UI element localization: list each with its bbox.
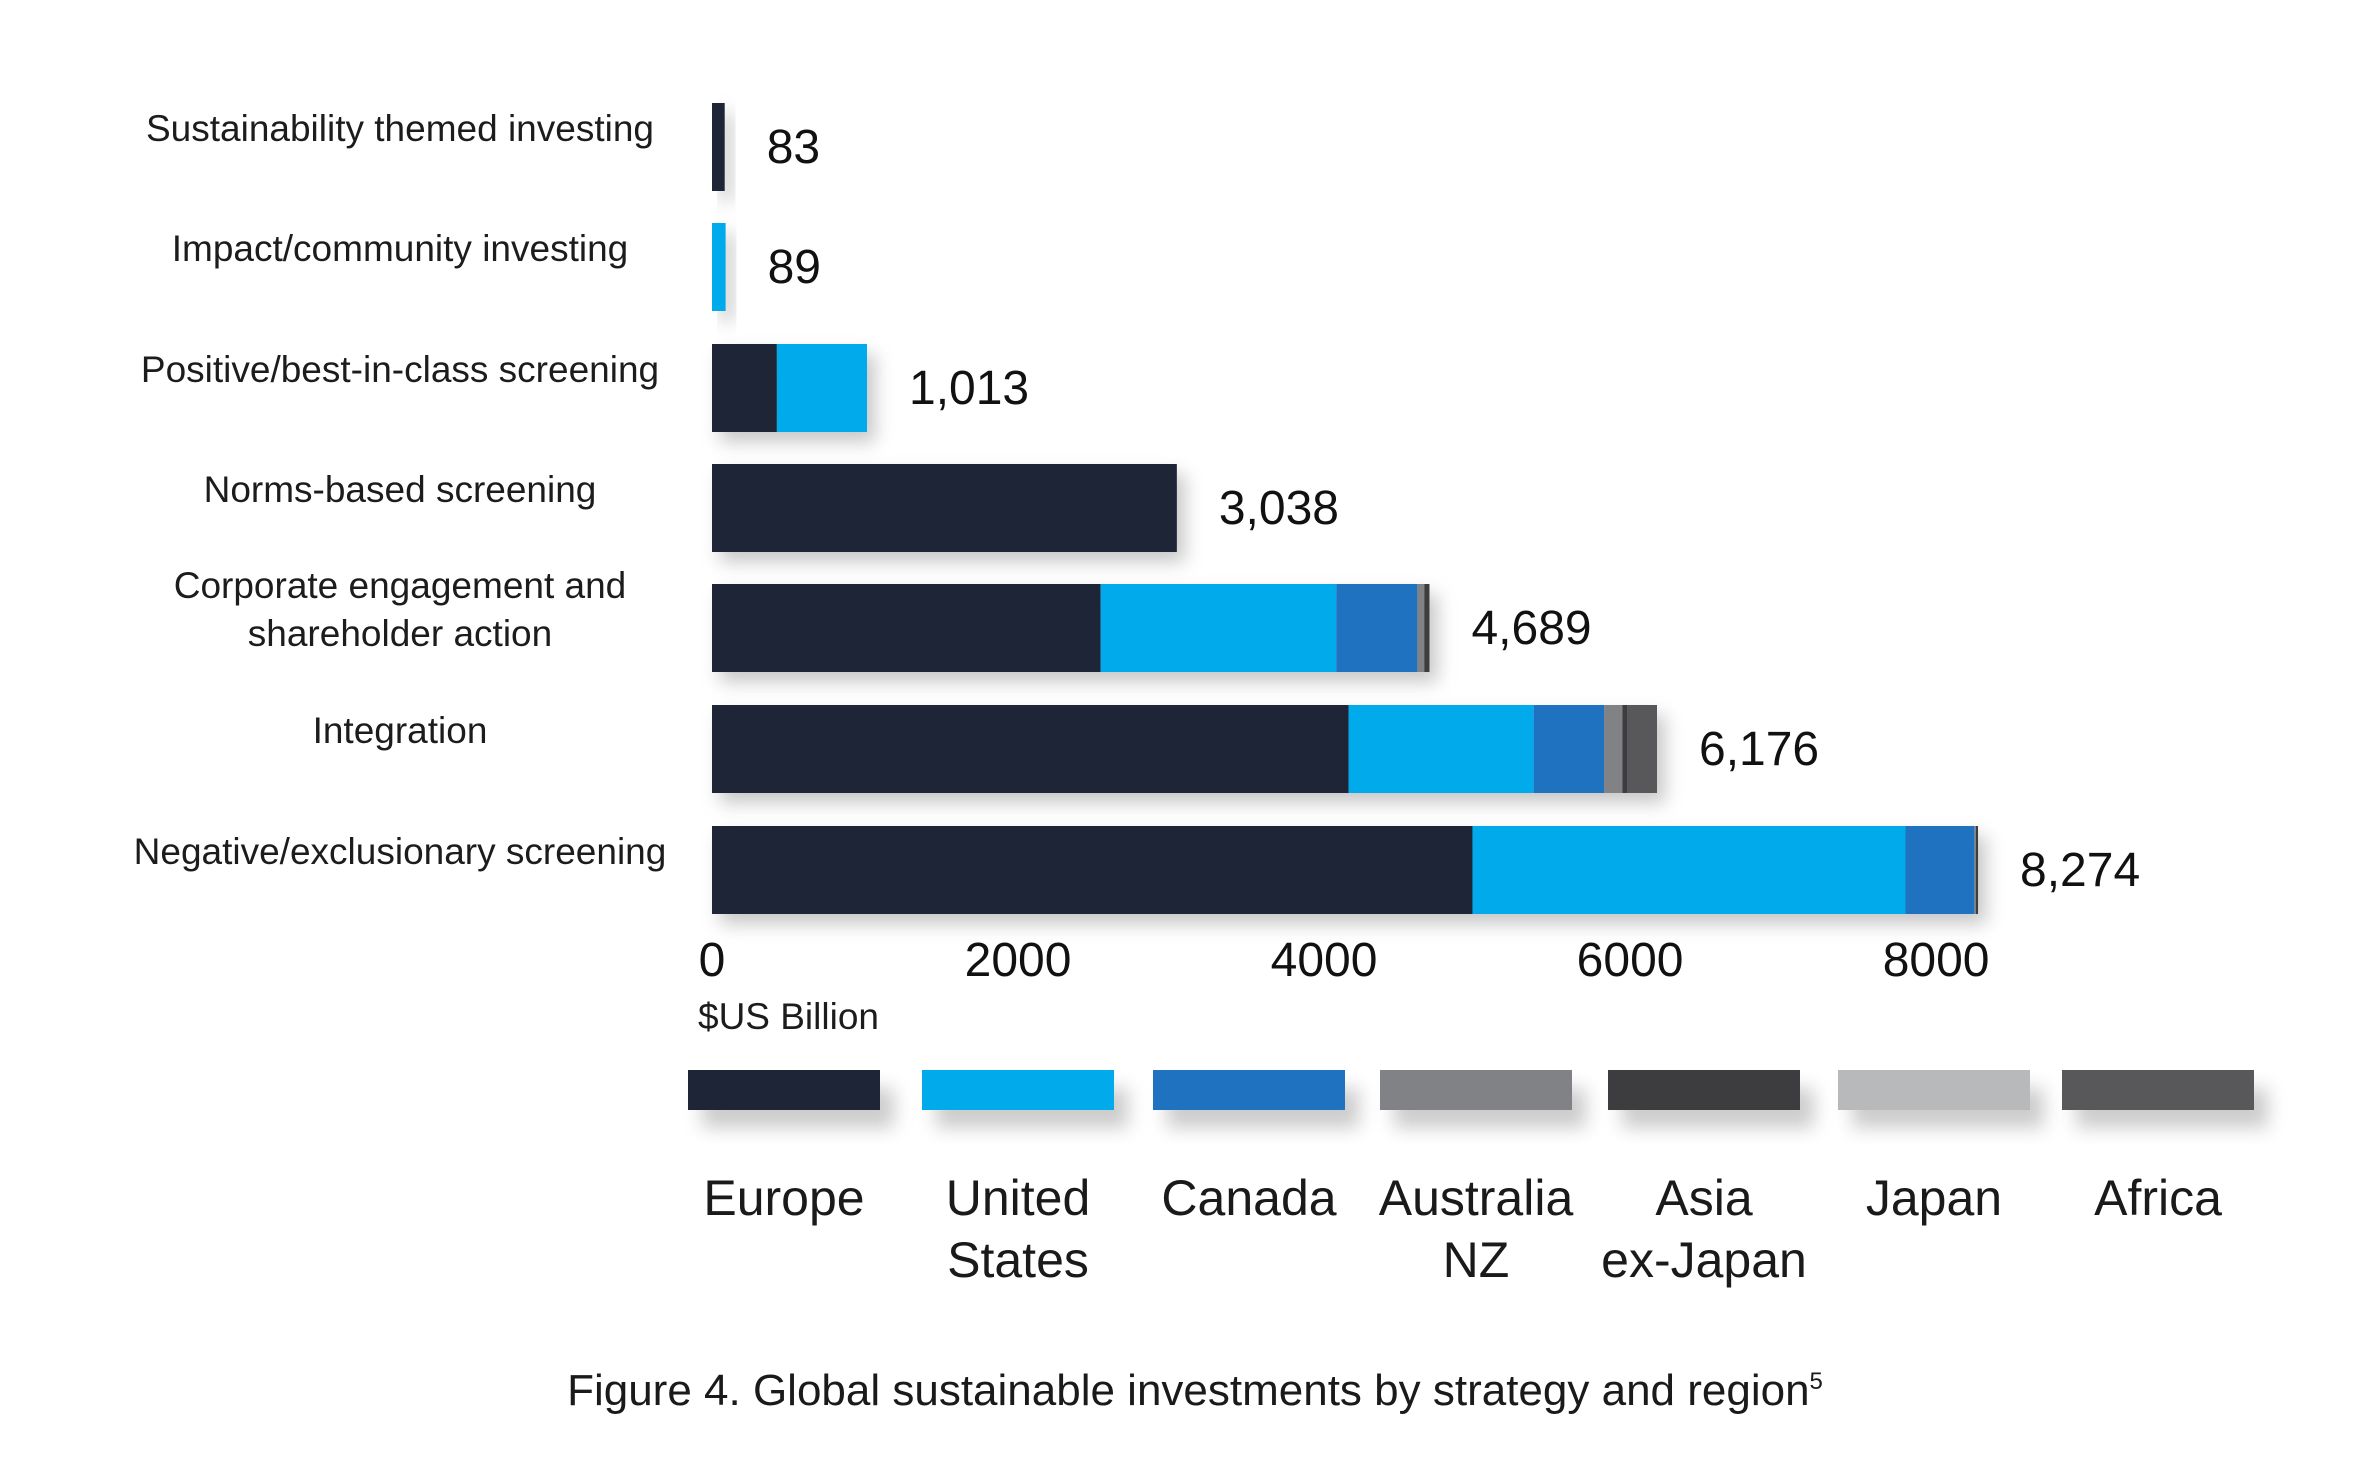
text-line: Positive/best-in-class screening (141, 349, 659, 390)
legend-label-2: Canada (1161, 1170, 1336, 1226)
legend-label-1: United States (946, 1170, 1091, 1288)
category-label-4: Corporate engagement and shareholder acti… (174, 565, 627, 654)
text-line: United (946, 1170, 1091, 1226)
text-line: Norms-based screening (204, 469, 597, 510)
text-line: Europe (703, 1170, 864, 1226)
legend-swatch-5 (1838, 1070, 2030, 1110)
bar-segment-0-0 (712, 103, 725, 191)
x-axis: 0 2000 4000 6000 8000 $US Billion (698, 934, 1989, 1037)
x-tick-label-2: 4000 (1271, 934, 1378, 987)
total-label-5: 6,176 (1699, 723, 1819, 776)
caption-superscript: 5 (1810, 1368, 1823, 1395)
x-tick-label-1: 2000 (965, 934, 1072, 987)
legend-swatch-1 (922, 1070, 1114, 1110)
category-label-5: Integration (313, 710, 488, 751)
bar-segment-2-0 (712, 344, 777, 432)
bar-segment-5-0 (712, 705, 1349, 793)
text-line: ex-Japan (1601, 1232, 1807, 1288)
legend-label-4: Asia ex-Japan (1601, 1170, 1807, 1288)
legend-swatch-3 (1380, 1070, 1572, 1110)
text-line: Australia (1379, 1170, 1574, 1226)
total-label-3: 3,038 (1219, 482, 1339, 535)
caption-text: Figure 4. Global sustainable investments… (567, 1366, 1823, 1415)
bar-segment-6-3 (1974, 826, 1976, 914)
bar-segment-6-4 (1975, 826, 1979, 914)
text-line: NZ (1443, 1232, 1510, 1288)
legend-label-6: Africa (2094, 1170, 2222, 1226)
text-line: States (947, 1232, 1089, 1288)
legend: Europe United States Canada Australia NZ Asia e… (688, 1070, 2268, 1288)
legend-swatch-6 (2062, 1070, 2254, 1110)
legend-swatch-4 (1608, 1070, 1800, 1110)
bar-segment-3-0 (712, 464, 1177, 552)
bar-segment-4-0 (712, 584, 1101, 672)
bar-segment-6-2 (1905, 826, 1975, 914)
text-line: Asia (1655, 1170, 1752, 1226)
bar-segment-4-1 (1100, 584, 1337, 672)
x-axis-label: $US Billion (698, 996, 879, 1037)
text-line: Africa (2094, 1170, 2222, 1226)
bars-layer (712, 103, 1979, 914)
legend-label-0: Europe (703, 1170, 864, 1226)
x-tick-label-4: 8000 (1883, 934, 1990, 987)
bar-segment-5-4 (1622, 705, 1628, 793)
bar-segment-6-1 (1472, 826, 1906, 914)
figure-caption: Figure 4. Global sustainable investments… (567, 1366, 1823, 1415)
category-label-6: Negative/exclusionary screening (134, 831, 667, 872)
total-label-2: 1,013 (909, 362, 1029, 415)
total-label-1: 89 (768, 241, 821, 294)
bar-segment-4-2 (1336, 584, 1418, 672)
legend-swatch-2 (1153, 1070, 1345, 1110)
bar-segment-4-4 (1424, 584, 1430, 672)
text-line: Impact/community investing (172, 228, 629, 269)
text-line: Integration (313, 710, 488, 751)
bar-segment-5-1 (1348, 705, 1534, 793)
text-line: shareholder action (248, 613, 552, 654)
category-label-0: Sustainability themed investing (146, 108, 654, 149)
bar-segment-5-3 (1604, 705, 1623, 793)
bar-segment-6-0 (712, 826, 1473, 914)
text-line: Canada (1161, 1170, 1336, 1226)
category-label-1: Impact/community investing (172, 228, 629, 269)
category-label-2: Positive/best-in-class screening (141, 349, 659, 390)
bar-segment-1-1 (712, 223, 726, 311)
caption-main: Figure 4. Global sustainable investments… (567, 1366, 1809, 1415)
text-line: Negative/exclusionary screening (134, 831, 667, 872)
text-line: Sustainability themed investing (146, 108, 654, 149)
total-label-4: 4,689 (1471, 602, 1591, 655)
labels-layer: Sustainability themed investing 83 Impact/… (134, 108, 2140, 897)
bar-segment-2-1 (776, 344, 868, 432)
legend-label-5: Japan (1866, 1170, 2002, 1226)
total-label-6: 8,274 (2020, 844, 2140, 897)
text-line: Corporate engagement and (174, 565, 627, 606)
legend-label-3: Australia NZ (1379, 1170, 1574, 1288)
x-tick-label-0: 0 (699, 934, 726, 987)
bar-segment-5-6 (1627, 705, 1658, 793)
total-label-0: 83 (767, 121, 820, 174)
text-line: Japan (1866, 1170, 2002, 1226)
bar-segment-4-3 (1417, 584, 1425, 672)
bar-segment-5-2 (1533, 705, 1605, 793)
x-tick-label-3: 6000 (1577, 934, 1684, 987)
category-label-3: Norms-based screening (204, 469, 597, 510)
legend-swatch-0 (688, 1070, 880, 1110)
